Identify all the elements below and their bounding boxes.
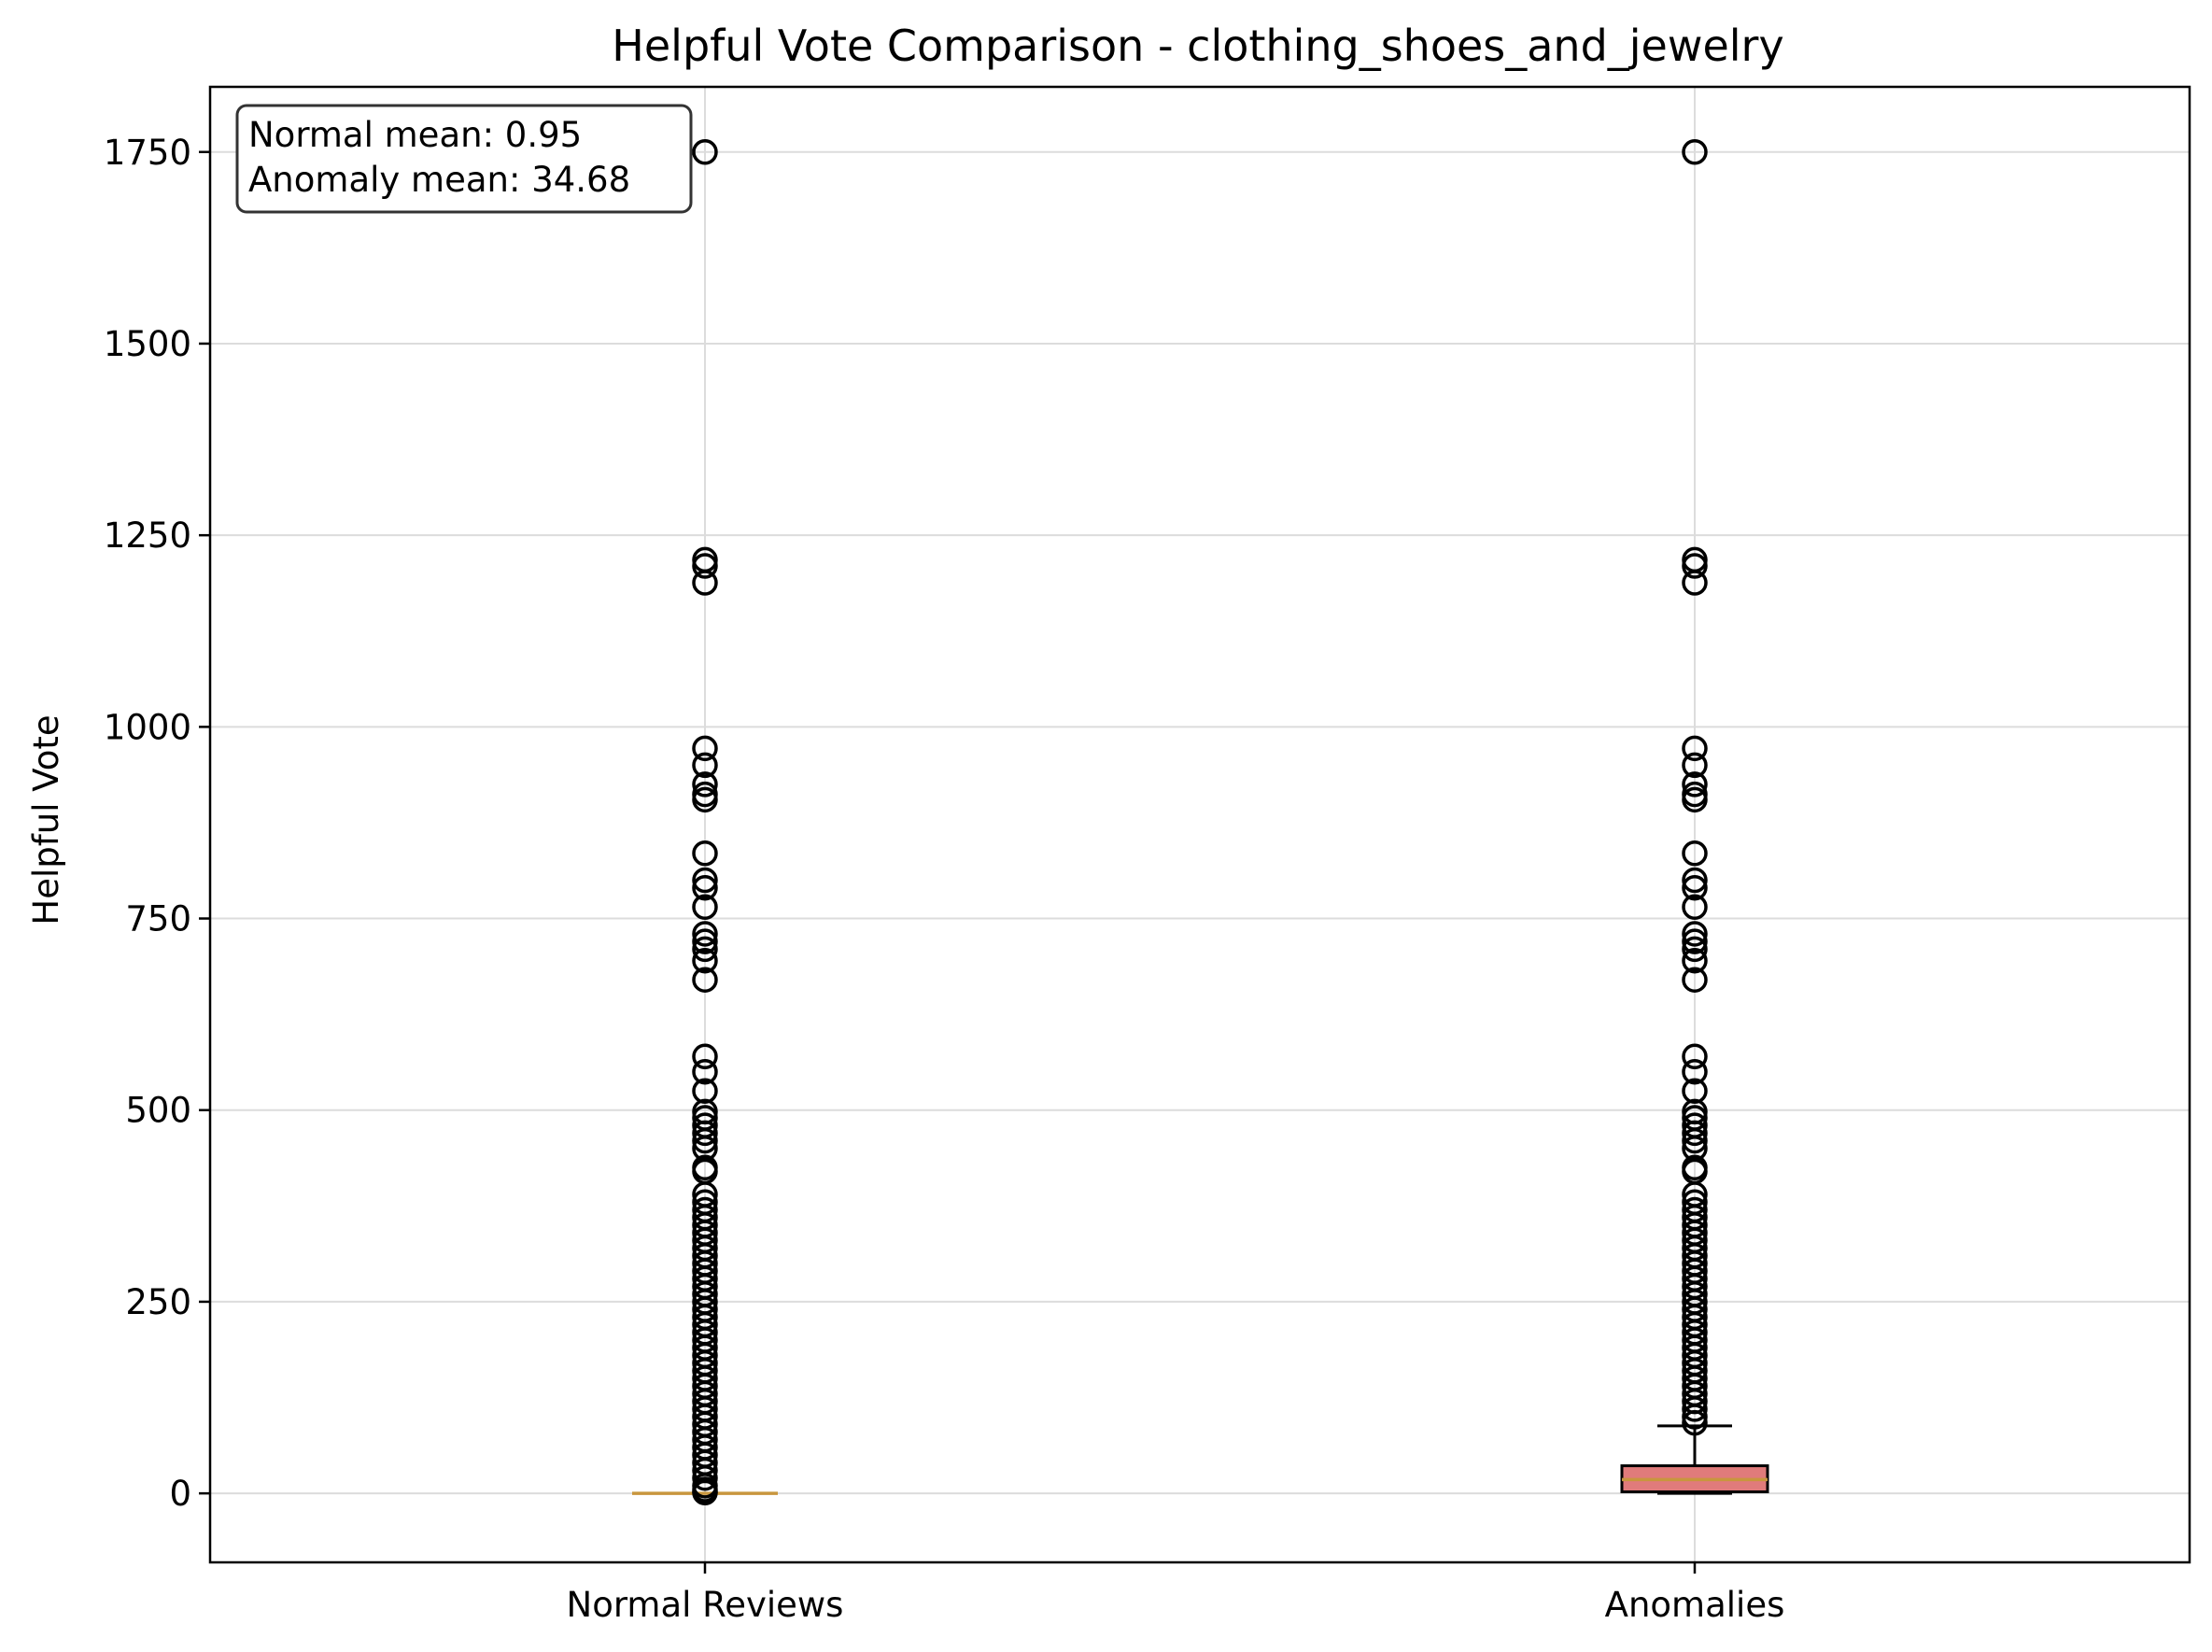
y-axis: 0 250 500 750 1000 1250 1500 1750 [104,133,210,1514]
outlier-point [692,1043,718,1070]
outlier-point [692,840,718,867]
outlier-point [1682,771,1708,798]
outlier-point [1682,735,1708,762]
chart-title: Helpful Vote Comparison - clothing_shoes… [612,21,1783,71]
outlier-point [692,570,718,596]
y-tick-label: 750 [125,899,191,939]
y-axis-label: Helpful Vote [26,714,66,925]
outlier-point [692,735,718,762]
normal-mean-label: Normal mean: 0.95 [248,115,582,155]
outlier-point [1682,1396,1708,1422]
anomaly-mean-label: Anomaly mean: 34.68 [248,160,630,200]
outlier-point [1682,752,1708,779]
outlier-point [692,874,718,901]
grid [210,87,2190,1562]
y-tick-label: 0 [169,1474,191,1514]
outlier-point [1682,928,1708,954]
y-tick-label: 250 [125,1282,191,1322]
outlier-point [692,1078,718,1104]
outlier-point [1682,553,1708,579]
outlier-point [1682,1409,1708,1436]
outlier-point [1682,921,1708,947]
box-series [632,139,1769,1506]
outlier-point [692,936,718,963]
y-tick-label: 1250 [104,515,191,556]
outlier-point [692,752,718,779]
x-axis: Normal Reviews Anomalies [567,1562,1785,1625]
outlier-point [1682,874,1708,901]
outlier-point [1682,786,1708,813]
outlier-point [692,1120,718,1147]
box-group [632,139,778,1506]
outlier-point [1682,1078,1708,1104]
outlier-point [692,1058,718,1085]
outlier-point [692,928,718,954]
outlier-point [1682,967,1708,993]
outlier-point [692,1464,718,1491]
y-tick-label: 500 [125,1091,191,1131]
outlier-point [692,553,718,579]
outlier-point [692,867,718,894]
x-tick-label: Normal Reviews [567,1585,844,1625]
outlier-point [1682,894,1708,920]
outlier-point [1682,1127,1708,1154]
outlier-point [692,947,718,974]
outlier-point [1682,947,1708,974]
outlier-point [692,1127,718,1154]
outlier-point [692,139,718,165]
outlier-point [692,921,718,947]
y-tick-label: 1500 [104,324,191,364]
outlier-point [1682,1043,1708,1070]
outlier-point [692,1479,718,1506]
outlier-point [692,771,718,798]
x-tick-label: Anomalies [1605,1585,1785,1625]
outlier-point [1682,936,1708,963]
outlier-point [692,967,718,993]
outlier-point [1682,840,1708,867]
stats-annotation: Normal mean: 0.95 Anomaly mean: 34.68 [235,104,693,214]
plot-frame [208,85,2191,1564]
outlier-point [1682,570,1708,596]
outlier-point [692,786,718,813]
y-tick-label: 1000 [104,707,191,747]
y-tick-label: 1750 [104,133,191,173]
outlier-point [1682,1120,1708,1147]
outlier-point [1682,1058,1708,1085]
outlier-point [692,894,718,920]
outlier-point [1682,139,1708,165]
box-group [1620,139,1769,1495]
stats-box [235,104,693,214]
outlier-point [1682,867,1708,894]
